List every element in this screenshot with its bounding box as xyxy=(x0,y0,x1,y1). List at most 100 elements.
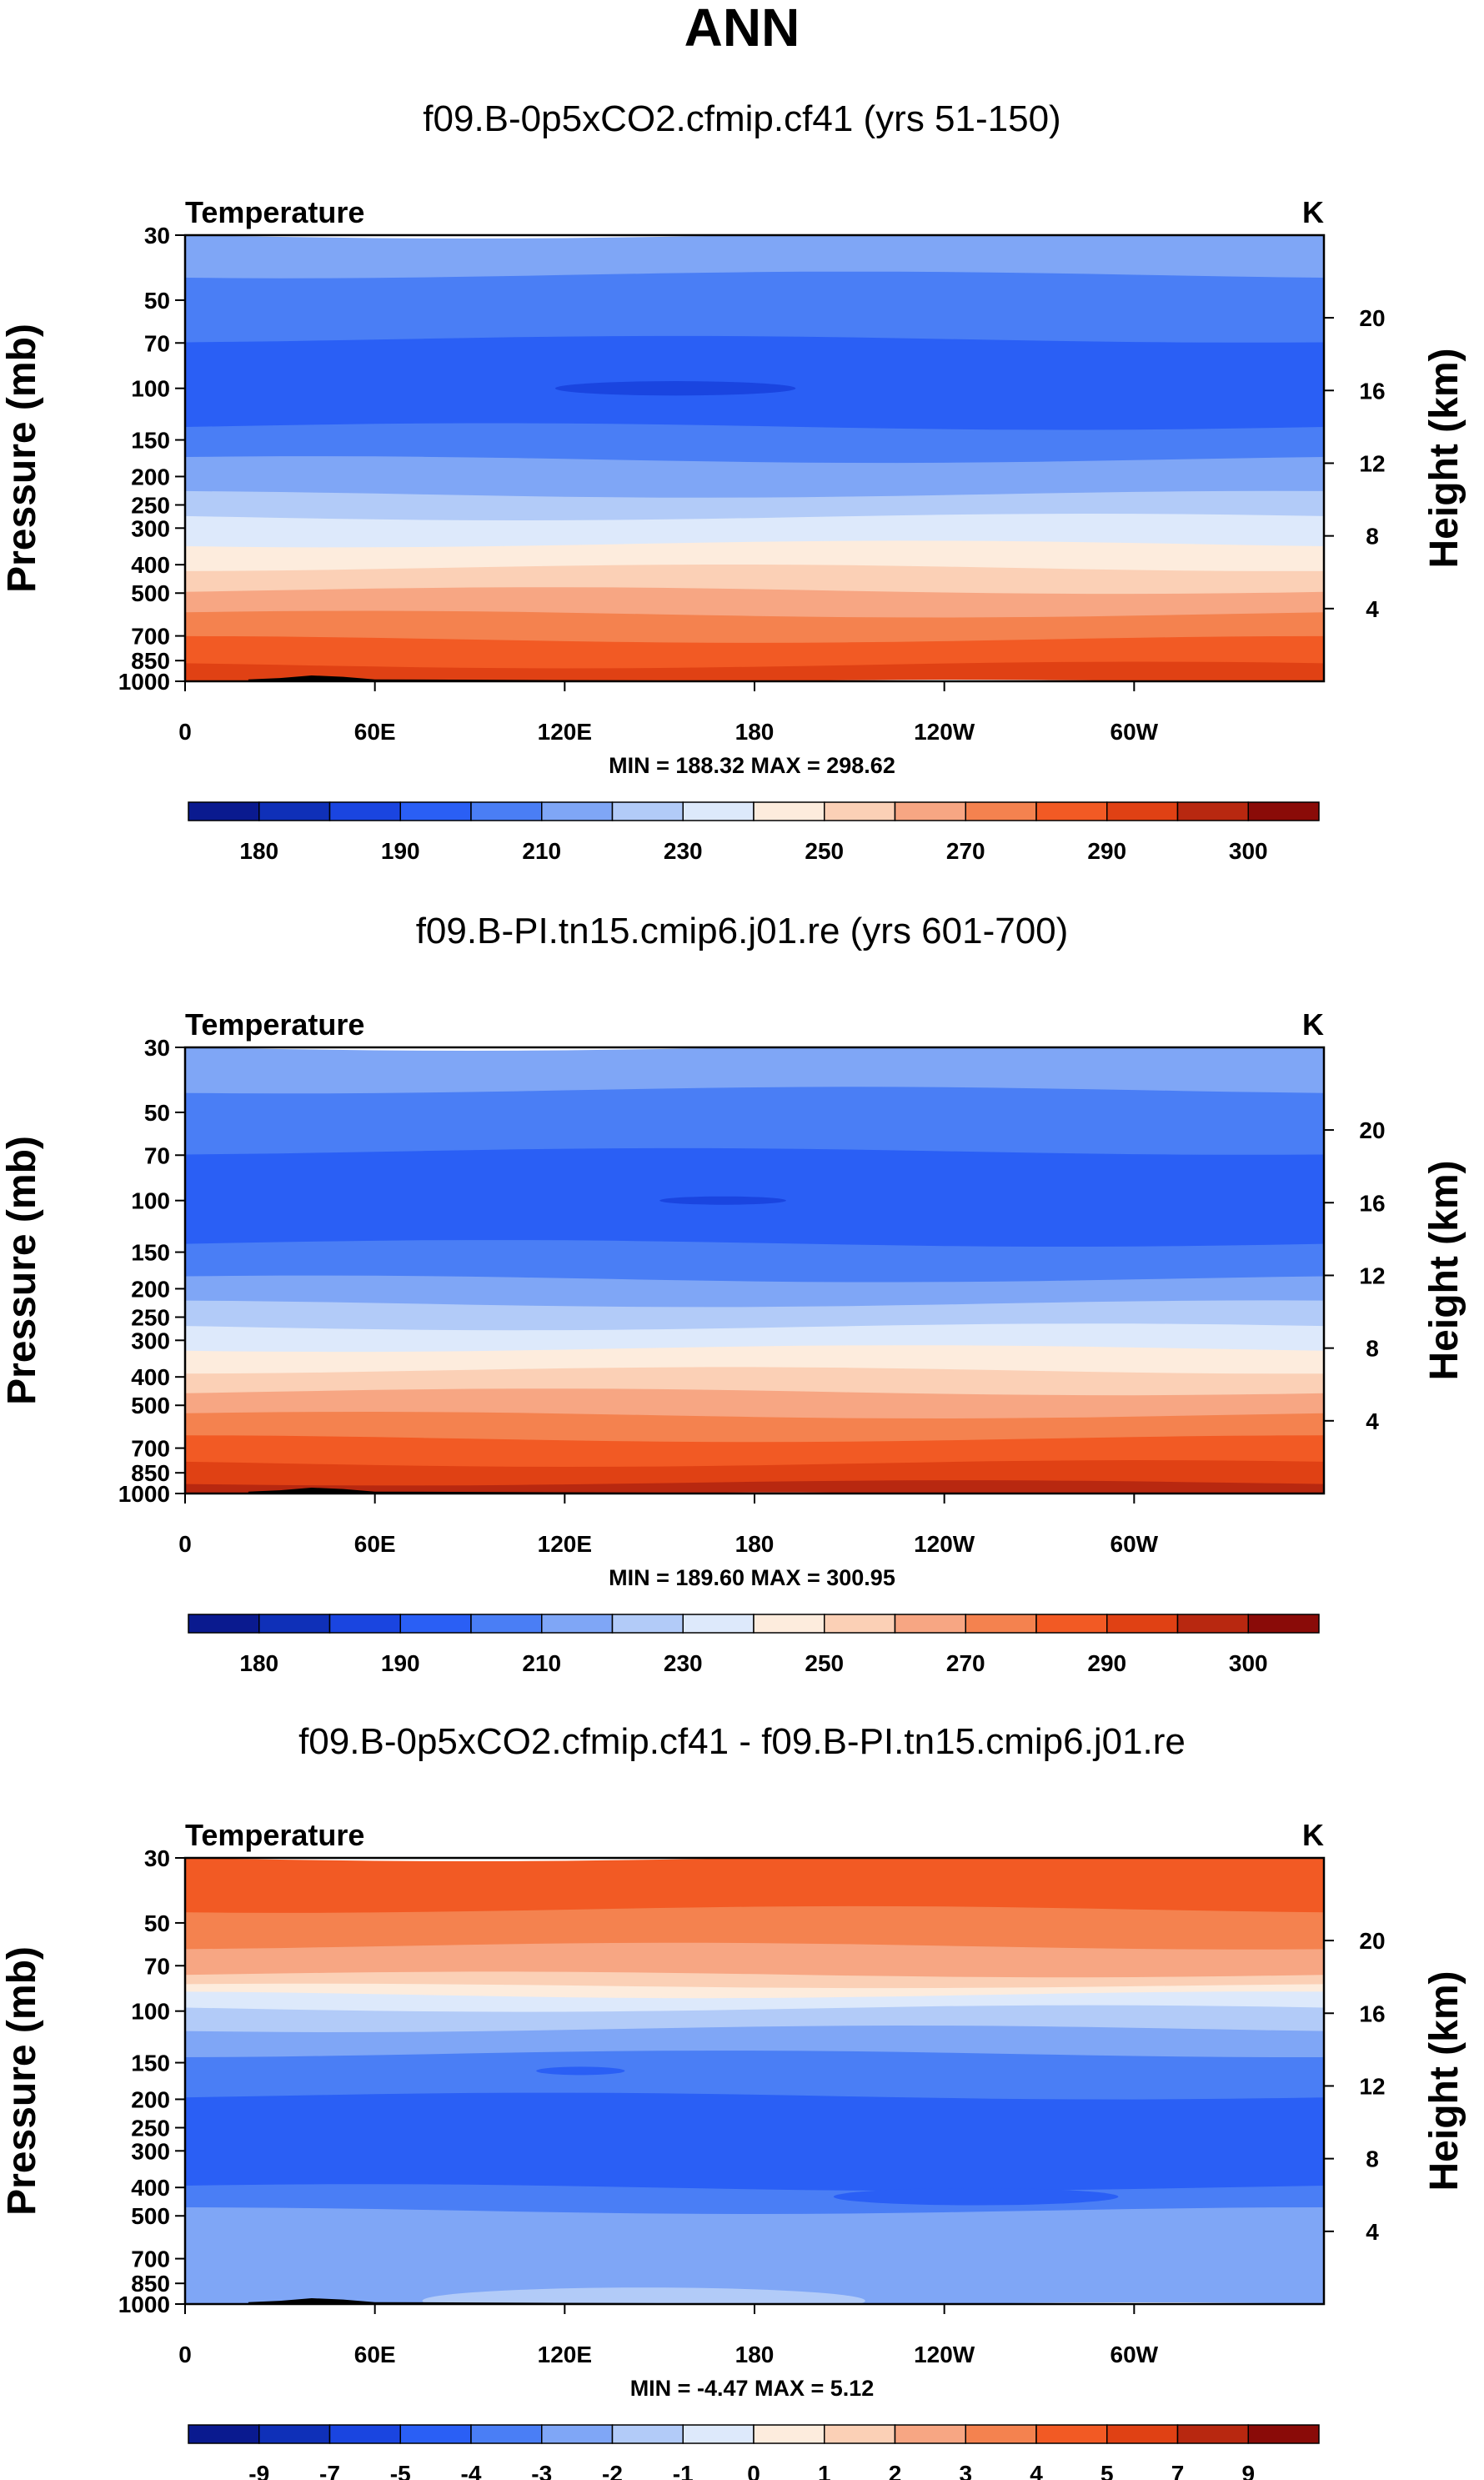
colorbar-label: -3 xyxy=(531,2461,552,2480)
colorbar-swatch xyxy=(399,2424,472,2444)
contour-band xyxy=(185,2051,1324,2101)
contour-band xyxy=(185,1240,1324,1284)
colorbar-swatch xyxy=(753,2424,825,2444)
colorbar-label: 300 xyxy=(1229,838,1268,864)
y-tick-label: 500 xyxy=(131,2203,170,2229)
figure-title: ANN xyxy=(684,0,800,58)
colorbar-swatch xyxy=(965,1614,1037,1634)
colorbar-label: 230 xyxy=(664,838,703,864)
contour-island xyxy=(554,381,796,396)
y-tick-label: 30 xyxy=(144,1845,170,1871)
contour-island xyxy=(422,2287,865,2304)
colorbar-label: 4 xyxy=(1030,2461,1043,2480)
colorbar-swatch xyxy=(1176,1614,1249,1634)
colorbar-label: 180 xyxy=(239,838,278,864)
y-tick-label: 300 xyxy=(131,515,170,541)
colorbar-swatch xyxy=(894,2424,966,2444)
y-tick-label: 100 xyxy=(131,1999,170,2025)
y-tick-label: 50 xyxy=(144,288,170,314)
colorbar-label: 5 xyxy=(1100,2461,1114,2480)
colorbar-swatch xyxy=(753,1614,825,1634)
colorbar-swatch xyxy=(399,1614,472,1634)
colorbar-label: -2 xyxy=(602,2461,623,2480)
y-tick-label: 30 xyxy=(144,1035,170,1061)
y-tick-label: 850 xyxy=(131,1460,170,1486)
y-tick-label: 150 xyxy=(131,1240,170,1266)
y-tick-label: 300 xyxy=(131,1328,170,1353)
colorbar-swatch xyxy=(682,801,755,821)
colorbar-swatch xyxy=(611,2424,684,2444)
colorbar-swatch xyxy=(1035,1614,1108,1634)
y-tick-label: 150 xyxy=(131,428,170,454)
y-tick-label: 250 xyxy=(131,2115,170,2141)
colorbar-swatch xyxy=(470,2424,543,2444)
y-tick-label: 500 xyxy=(131,580,170,606)
y-tick-label: 850 xyxy=(131,648,170,674)
colorbar-label: -9 xyxy=(248,2461,269,2480)
y-tick-label: 1000 xyxy=(118,2292,170,2317)
panel-title: f09.B-PI.tn15.cmip6.j01.re (yrs 601-700) xyxy=(416,911,1069,951)
colorbar-label: -1 xyxy=(673,2461,694,2480)
y-tick-label: 50 xyxy=(144,1910,170,1936)
colorbar-swatch xyxy=(258,801,331,821)
colorbar-swatch xyxy=(1035,801,1108,821)
x-tick-label: 180 xyxy=(735,719,775,745)
colorbar-label: 2 xyxy=(889,2461,902,2480)
contour-band xyxy=(185,235,1324,280)
units-label: K xyxy=(1302,1818,1324,1852)
x-tick-label: 120W xyxy=(914,1531,975,1557)
colorbar-label: 7 xyxy=(1171,2461,1185,2480)
contour-band xyxy=(185,2207,1324,2304)
colorbar-swatch xyxy=(541,801,614,821)
contour-band xyxy=(185,635,1324,670)
x-tick-label: 0 xyxy=(178,1531,192,1557)
colorbar-swatch xyxy=(753,801,825,821)
y2-tick-label: 8 xyxy=(1366,1336,1379,1362)
contour-band xyxy=(185,2026,1324,2059)
y-tick-label: 700 xyxy=(131,2247,170,2272)
contour-island xyxy=(833,2187,1119,2206)
colorbar-swatch xyxy=(328,1614,401,1634)
y-tick-label: 70 xyxy=(144,1142,170,1168)
contour-band xyxy=(185,1047,1324,1096)
colorbar-swatch xyxy=(328,801,401,821)
colorbar-swatch xyxy=(894,1614,966,1634)
y-tick-label: 700 xyxy=(131,1436,170,1462)
y-tick-label: 50 xyxy=(144,1100,170,1126)
y2-tick-label: 4 xyxy=(1366,1408,1379,1434)
y-tick-label: 200 xyxy=(131,464,170,489)
colorbar-swatch xyxy=(682,2424,755,2444)
y2-tick-label: 20 xyxy=(1359,1117,1385,1143)
colorbar-label: 180 xyxy=(239,1650,278,1676)
colorbar-label: -4 xyxy=(461,2461,482,2480)
colorbar-swatch xyxy=(824,1614,896,1634)
colorbar-label: 290 xyxy=(1087,1650,1126,1676)
x-tick-label: 120E xyxy=(538,1531,592,1557)
colorbar-swatch xyxy=(328,2424,401,2444)
field-label: Temperature xyxy=(185,1818,364,1852)
y-tick-label: 100 xyxy=(131,1188,170,1214)
chart-panel-1: f09.B-0p5xCO2.cfmip.cf41 (yrs 51-150) Tem… xyxy=(0,98,1466,864)
x-tick-label: 0 xyxy=(178,719,192,745)
y-tick-label: 500 xyxy=(131,1393,170,1418)
chart-panel-2: f09.B-PI.tn15.cmip6.j01.re (yrs 601-700)… xyxy=(0,911,1466,1676)
y2-tick-label: 16 xyxy=(1359,2001,1385,2026)
colorbar-swatch xyxy=(188,801,260,821)
colorbar-label: 210 xyxy=(522,1650,561,1676)
y-axis-label: Pressure (mb) xyxy=(0,1946,44,2216)
y2-tick-label: 16 xyxy=(1359,378,1385,404)
y2-tick-label: 8 xyxy=(1366,2146,1379,2172)
y-tick-label: 100 xyxy=(131,376,170,402)
colorbar-swatch xyxy=(824,801,896,821)
colorbar-label: 190 xyxy=(381,1650,420,1676)
colorbar-label: 270 xyxy=(946,1650,985,1676)
colorbar-swatch xyxy=(1106,801,1179,821)
panels: f09.B-0p5xCO2.cfmip.cf41 (yrs 51-150) Tem… xyxy=(0,98,1466,2480)
y2-axis-label: Height (km) xyxy=(1422,1161,1466,1381)
colorbar-swatch xyxy=(611,1614,684,1634)
contour-band xyxy=(185,587,1324,620)
contour-band xyxy=(185,1087,1324,1157)
colorbar-swatch xyxy=(824,2424,896,2444)
y-tick-label: 150 xyxy=(131,2051,170,2076)
panel-title: f09.B-0p5xCO2.cfmip.cf41 (yrs 51-150) xyxy=(423,98,1060,139)
